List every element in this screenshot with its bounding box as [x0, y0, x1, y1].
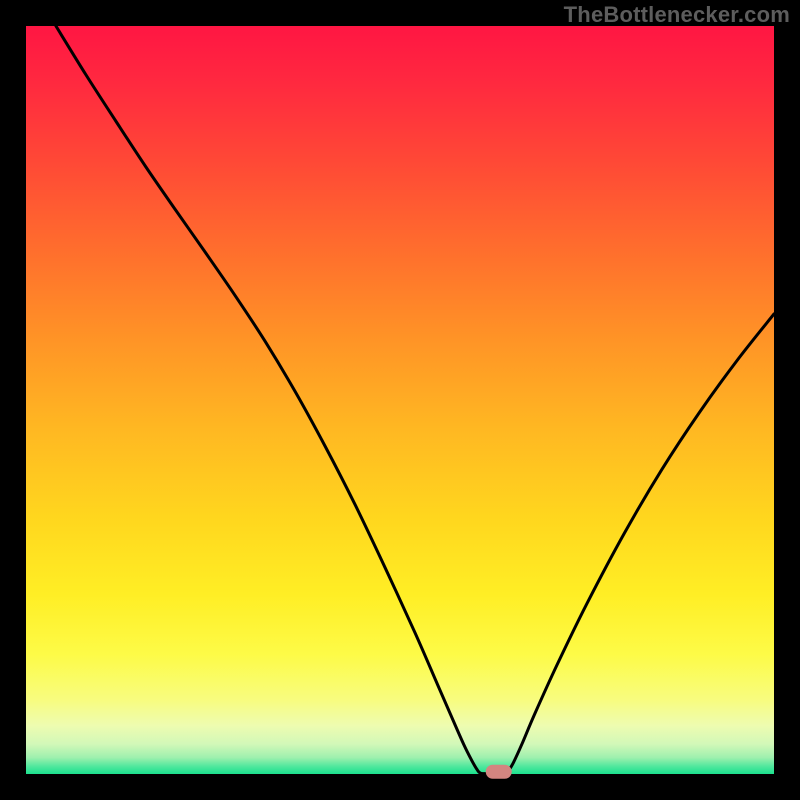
chart-frame: TheBottlenecker.com	[0, 0, 800, 800]
min-marker	[486, 765, 512, 779]
chart-svg	[0, 0, 800, 800]
plot-background	[26, 26, 774, 774]
watermark-text: TheBottlenecker.com	[564, 2, 790, 28]
